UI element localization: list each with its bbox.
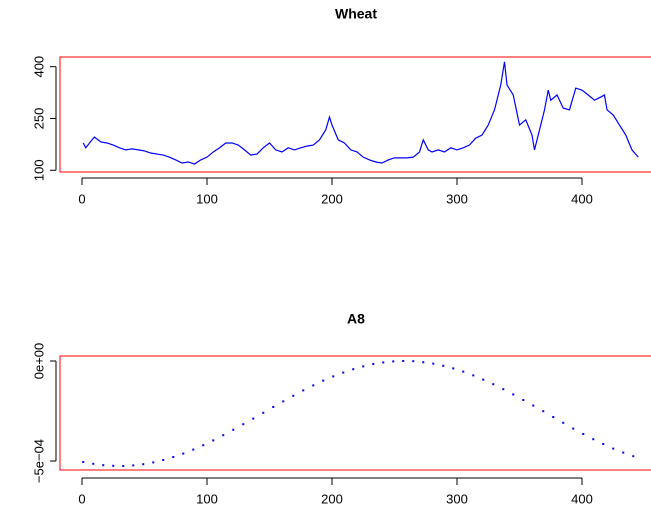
data-point [102,464,105,467]
x-tick-label: 100 [196,191,218,206]
data-point [92,462,95,465]
data-point [212,439,215,442]
y-tick-label: 400 [31,56,46,78]
x-tick-label: 400 [571,491,593,506]
data-point [252,417,255,420]
data-point [422,361,425,364]
data-point [112,464,115,467]
y-tick-label: 0e+00 [31,343,46,380]
data-point [232,428,235,431]
data-point [302,389,305,392]
data-point [272,406,275,408]
data-point [582,433,585,435]
data-point [332,375,335,378]
data-point [342,371,345,374]
data-point [202,444,205,447]
data-point [222,434,225,437]
data-point [452,367,455,370]
data-point [152,461,155,464]
data-point [292,394,295,397]
data-point [172,456,175,458]
y-tick-label: −5e−04 [31,439,46,483]
data-point [432,362,435,365]
plot-box [59,355,651,471]
data-point [402,360,405,362]
data-point [312,384,315,387]
data-point [262,411,265,414]
data-point [362,365,365,368]
data-point [442,364,445,367]
x-tick-label: 100 [196,491,218,506]
x-tick-label: 300 [446,491,468,506]
data-point [352,368,355,371]
x-tick-label: 200 [321,191,343,206]
data-point [532,404,535,407]
data-point [162,459,165,461]
data-point [542,410,545,413]
data-point [572,427,575,430]
data-point [372,363,375,365]
data-point [122,465,125,467]
x-tick-label: 200 [321,491,343,506]
data-point [242,423,245,426]
x-tick-label: 400 [571,191,593,206]
data-point [182,452,185,455]
data-point [492,383,495,386]
x-tick-label: 0 [78,191,85,206]
data-point [322,379,325,382]
data-point [482,378,485,381]
x-tick-label: 300 [446,191,468,206]
x-tick-label: 0 [78,491,85,506]
data-point [392,360,395,363]
data-point [132,464,135,467]
plot-box [59,56,651,173]
data-point [622,451,625,454]
data-line [82,61,639,165]
data-point [472,374,475,377]
data-point [462,370,465,373]
data-point [562,421,565,424]
data-point [552,416,555,418]
data-point [602,443,605,445]
data-point [612,447,615,450]
chart-title: Wheat [335,6,377,22]
data-point [522,399,525,401]
data-point [592,438,595,441]
chart-title: A8 [347,311,365,327]
data-point [282,400,285,403]
y-tick-label: 100 [31,159,46,181]
data-point [632,455,635,458]
data-point [512,393,515,396]
data-point [82,461,85,463]
data-point [412,360,415,363]
data-point [502,388,505,391]
data-point [382,361,385,364]
y-tick-label: 250 [31,108,46,130]
data-point [192,448,195,451]
data-point [142,463,145,466]
